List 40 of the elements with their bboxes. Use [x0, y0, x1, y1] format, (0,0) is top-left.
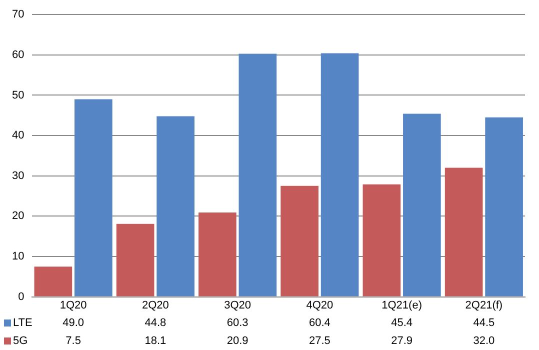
y-tick-label: 40: [12, 130, 24, 142]
y-tick-label: 50: [12, 89, 24, 102]
legend-label: 5G: [13, 335, 28, 348]
data-label: 49.0: [62, 317, 84, 330]
data-label: 7.5: [66, 335, 81, 348]
bar: [362, 184, 401, 296]
bar: [156, 116, 194, 296]
legend-label: LTE: [13, 317, 32, 330]
bar: [198, 212, 236, 296]
data-label: 45.4: [391, 317, 413, 330]
data-label: 20.9: [226, 335, 248, 348]
data-label: 27.9: [391, 335, 413, 348]
data-label: 44.8: [144, 317, 166, 330]
y-tick-label: 60: [12, 48, 24, 61]
x-tick-label: 4Q20: [306, 299, 334, 312]
data-label: 60.4: [308, 317, 330, 330]
bar: [74, 99, 112, 296]
y-tick-label: 20: [12, 210, 24, 222]
bar: [320, 53, 359, 296]
x-tick-label: 1Q20: [60, 299, 87, 312]
x-tick-label: 2Q20: [142, 299, 169, 312]
bar: [280, 186, 318, 296]
y-tick-label: 0: [18, 290, 24, 303]
data-label: 44.5: [473, 317, 495, 330]
x-tick-label: 1Q21(e): [382, 299, 422, 312]
bar: [444, 168, 483, 296]
data-label: 32.0: [473, 335, 495, 348]
bar: [34, 266, 72, 296]
y-tick-label: 30: [12, 170, 24, 182]
y-tick-label: 70: [12, 8, 24, 21]
x-tick-label: 3Q20: [224, 299, 252, 312]
data-label: 60.3: [226, 317, 248, 330]
bar: [403, 114, 441, 296]
data-label: 18.1: [144, 335, 166, 348]
bar: [116, 224, 154, 296]
bar: [238, 54, 277, 296]
data-label: 27.5: [308, 335, 330, 348]
y-tick-label: 10: [12, 250, 24, 263]
bar: [485, 117, 523, 296]
x-tick-label: 2Q21(f): [465, 299, 503, 312]
